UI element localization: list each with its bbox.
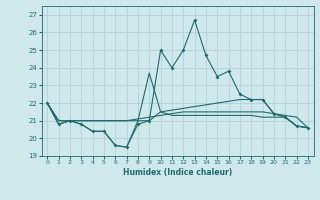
X-axis label: Humidex (Indice chaleur): Humidex (Indice chaleur) bbox=[123, 168, 232, 177]
